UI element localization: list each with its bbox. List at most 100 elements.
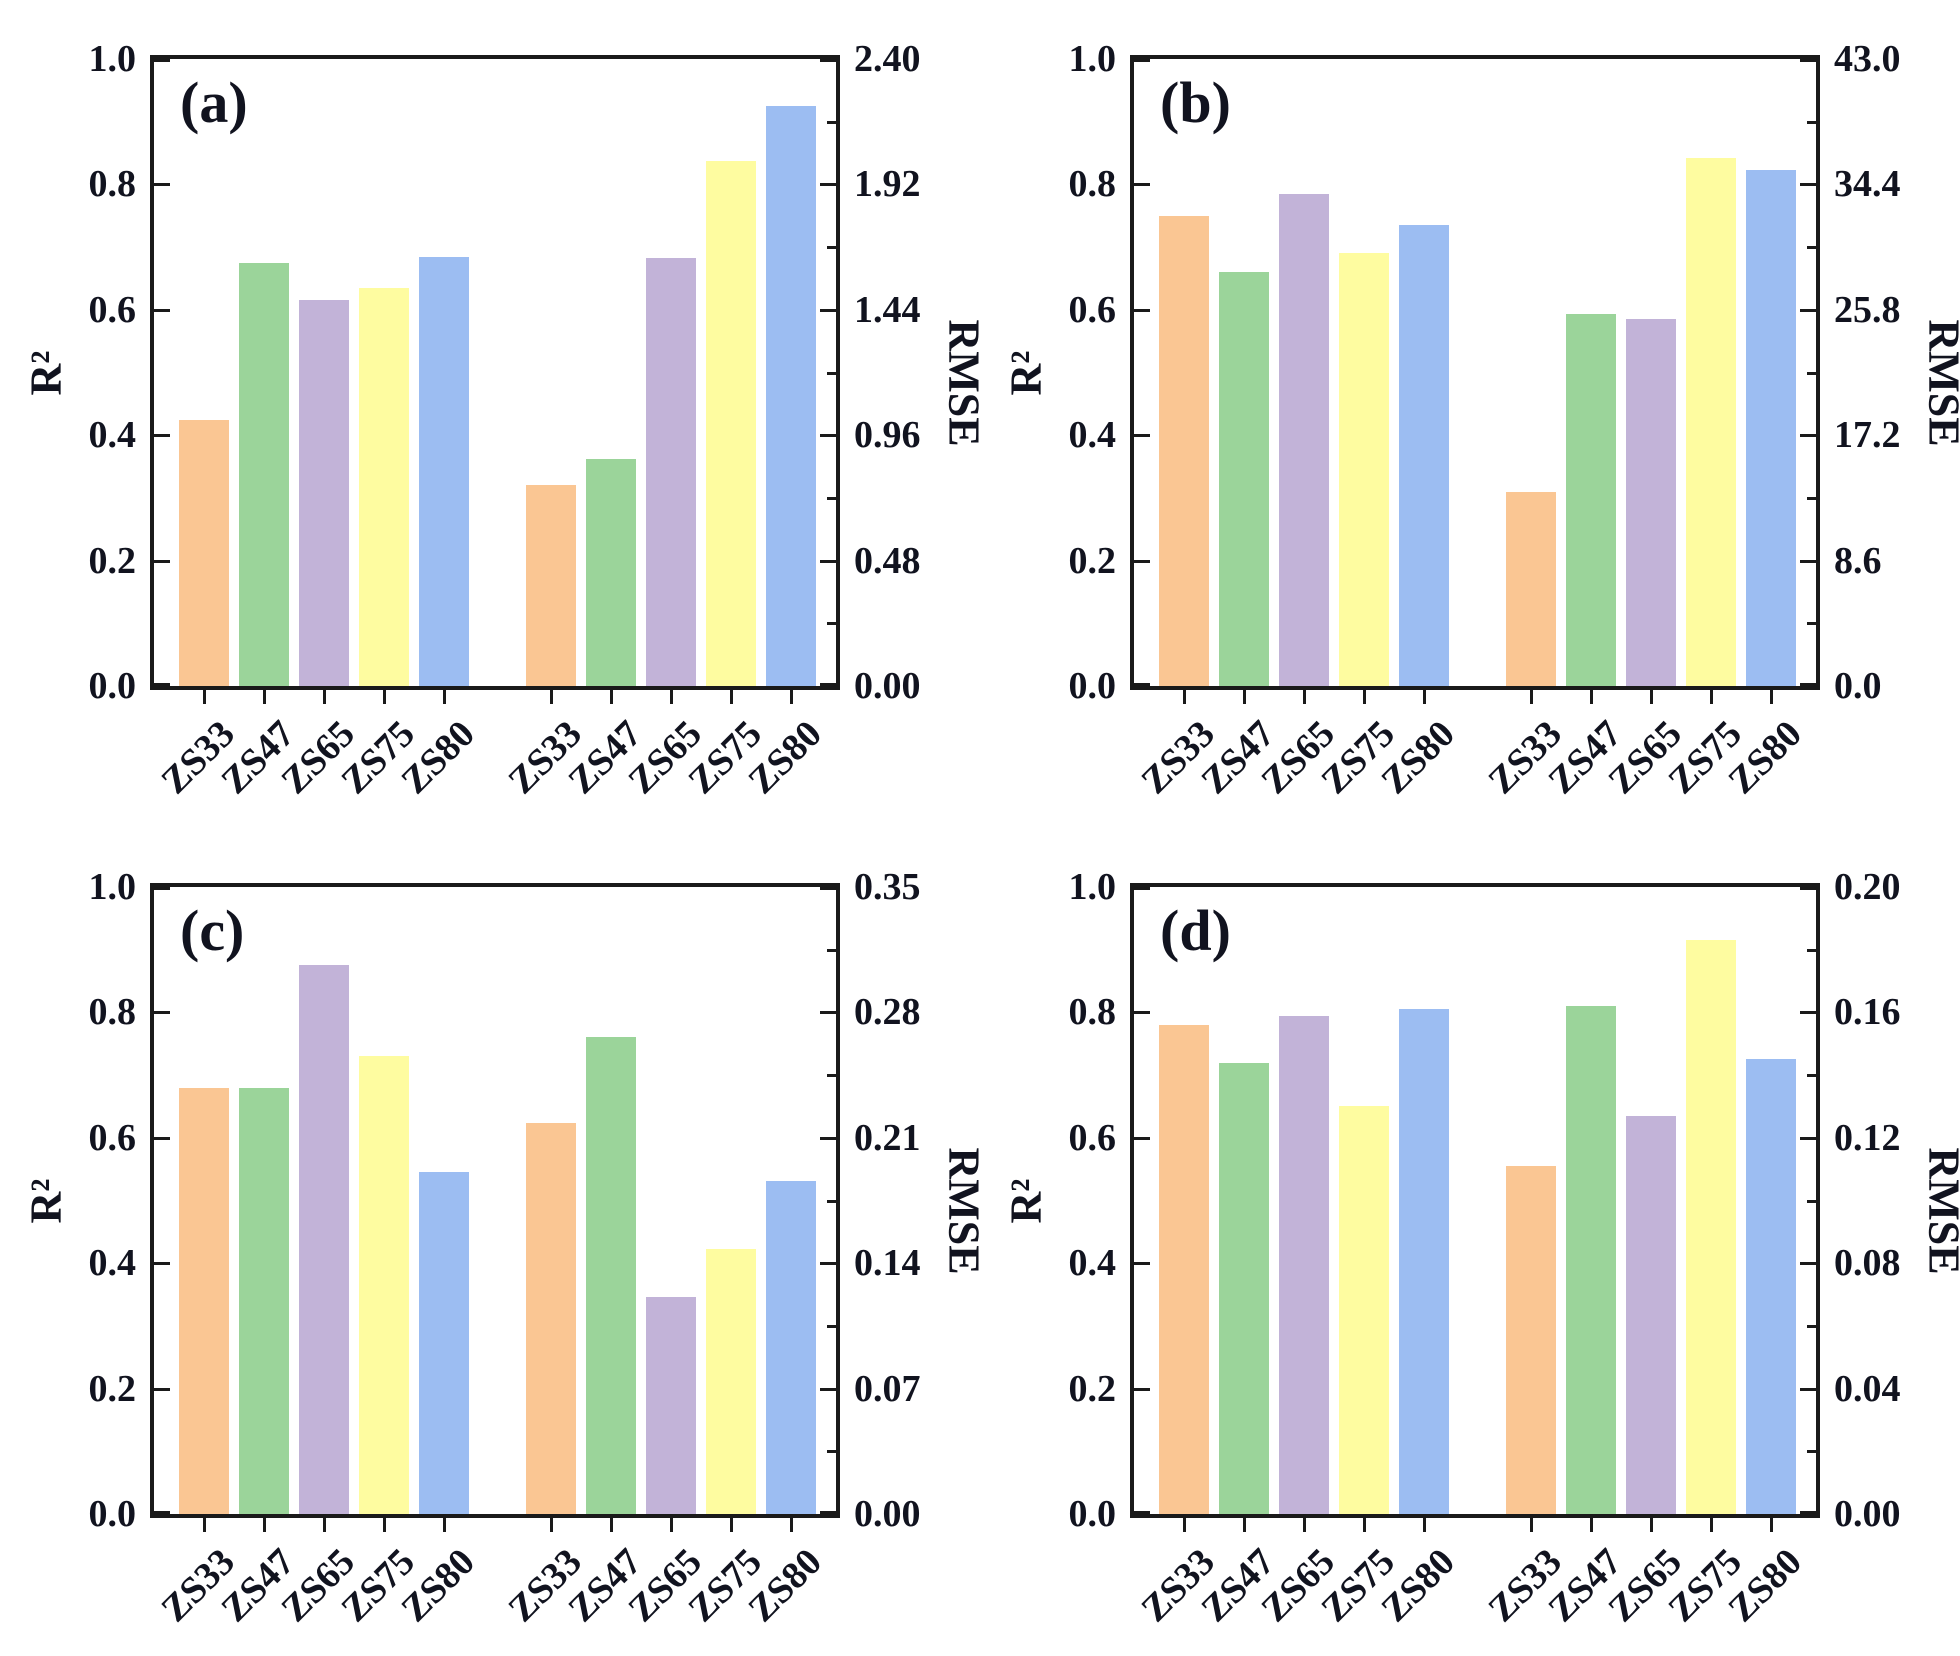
- x-axis-tick-mark: [203, 690, 206, 704]
- left-axis-tick-mark: [154, 1011, 170, 1014]
- x-axis-tick-mark: [263, 1518, 266, 1532]
- left-axis-tick-mark: [1134, 434, 1150, 437]
- bar-a-r2-zs75: [359, 288, 409, 686]
- right-axis-tick-mark: [1800, 1262, 1816, 1265]
- panel-letter: (b): [1160, 69, 1231, 136]
- plot-area: (d): [1130, 883, 1820, 1518]
- right-axis-tick-label: 34.4: [1834, 164, 1954, 204]
- x-axis-tick-mark: [1530, 1518, 1533, 1532]
- bar-d-r2-zs47: [1219, 1063, 1269, 1514]
- right-axis-tick-mark: [1800, 59, 1816, 62]
- x-axis-tick-mark: [1530, 690, 1533, 704]
- plot-area: (b): [1130, 55, 1820, 690]
- bar-b-r2-zs33: [1159, 216, 1209, 686]
- right-axis-tick-mark: [1800, 683, 1816, 686]
- left-axis-tick-mark: [154, 183, 170, 186]
- left-axis-title: R²: [21, 1178, 72, 1223]
- plot-area: (a): [150, 55, 840, 690]
- bar-c-r2-zs33: [179, 1088, 229, 1514]
- bar-b-rmse-zs75: [1686, 158, 1736, 686]
- bar-d-rmse-zs33: [1506, 1166, 1556, 1514]
- x-axis-tick-mark: [1243, 690, 1246, 704]
- x-axis-tick-mark: [263, 690, 266, 704]
- left-axis-tick-mark: [154, 683, 170, 686]
- left-axis-tick-label: 0.2: [0, 1369, 136, 1409]
- left-axis-tick-label: 0.0: [980, 666, 1116, 706]
- right-axis-tick-mark: [820, 1262, 836, 1265]
- right-axis-tick-mark: [820, 434, 836, 437]
- right-axis-minor-tick-mark: [827, 497, 836, 500]
- right-axis-tick-mark: [820, 560, 836, 563]
- bar-d-r2-zs33: [1159, 1025, 1209, 1514]
- right-axis-tick-mark: [820, 1511, 836, 1514]
- left-axis-tick-label: 0.2: [980, 1369, 1116, 1409]
- bar-a-r2-zs65: [299, 300, 349, 686]
- right-axis-tick-mark: [820, 1388, 836, 1391]
- right-axis-minor-tick-mark: [827, 372, 836, 375]
- left-axis-tick-label: 0.6: [0, 290, 136, 330]
- right-axis-minor-tick-mark: [827, 121, 836, 124]
- bar-d-r2-zs75: [1339, 1106, 1389, 1514]
- left-axis-tick-mark: [1134, 887, 1150, 890]
- right-axis-tick-mark: [820, 309, 836, 312]
- bar-c-r2-zs65: [299, 965, 349, 1514]
- bar-a-r2-zs33: [179, 420, 229, 686]
- right-axis-minor-tick-mark: [1807, 1074, 1816, 1077]
- right-axis-tick-mark: [820, 1011, 836, 1014]
- right-axis-minor-tick-mark: [1807, 1450, 1816, 1453]
- right-axis-tick-mark: [1800, 887, 1816, 890]
- right-axis-tick-label: 0.0: [1834, 666, 1954, 706]
- right-axis-minor-tick-mark: [827, 1200, 836, 1203]
- x-axis-tick-mark: [1423, 690, 1426, 704]
- x-axis-tick-mark: [1770, 690, 1773, 704]
- left-axis-tick-mark: [154, 309, 170, 312]
- right-axis-tick-mark: [1800, 1388, 1816, 1391]
- right-axis-minor-tick-mark: [1807, 246, 1816, 249]
- left-axis-tick-label: 0.4: [0, 415, 136, 455]
- bar-a-r2-zs80: [419, 257, 469, 686]
- bar-a-rmse-zs47: [586, 459, 636, 686]
- left-axis-tick-mark: [154, 1137, 170, 1140]
- right-axis-tick-label: 8.6: [1834, 541, 1954, 581]
- right-axis-minor-tick-mark: [827, 949, 836, 952]
- bar-c-r2-zs80: [419, 1172, 469, 1514]
- bar-d-rmse-zs80: [1746, 1059, 1796, 1514]
- x-axis-tick-mark: [550, 1518, 553, 1532]
- right-axis-tick-mark: [820, 183, 836, 186]
- left-axis-tick-label: 1.0: [0, 867, 136, 907]
- bar-c-rmse-zs65: [646, 1297, 696, 1514]
- bar-d-r2-zs80: [1399, 1009, 1449, 1514]
- right-axis-tick-mark: [820, 683, 836, 686]
- panel-letter: (d): [1160, 897, 1231, 964]
- right-axis-title: RMSE: [1919, 1147, 1960, 1274]
- x-axis-tick-mark: [1650, 1518, 1653, 1532]
- right-axis-tick-mark: [1800, 434, 1816, 437]
- left-axis-tick-label: 0.8: [980, 992, 1116, 1032]
- x-axis-tick-mark: [1770, 1518, 1773, 1532]
- x-axis-tick-mark: [610, 1518, 613, 1532]
- right-axis-tick-label: 0.20: [1834, 867, 1954, 907]
- bar-a-rmse-zs75: [706, 161, 756, 686]
- x-axis-tick-mark: [323, 690, 326, 704]
- right-axis-minor-tick-mark: [1807, 949, 1816, 952]
- x-axis-tick-mark: [550, 690, 553, 704]
- right-axis-tick-label: 0.07: [854, 1369, 974, 1409]
- right-axis-tick-mark: [820, 1137, 836, 1140]
- bar-c-rmse-zs75: [706, 1249, 756, 1514]
- left-axis-title: R²: [1001, 350, 1052, 395]
- left-axis-tick-mark: [154, 434, 170, 437]
- x-axis-tick-mark: [1303, 1518, 1306, 1532]
- left-axis-tick-mark: [154, 1388, 170, 1391]
- left-axis-tick-mark: [1134, 683, 1150, 686]
- bar-b-rmse-zs80: [1746, 170, 1796, 686]
- x-axis-tick-mark: [790, 1518, 793, 1532]
- right-axis-tick-label: 0.04: [1834, 1369, 1954, 1409]
- right-axis-tick-mark: [1800, 1137, 1816, 1140]
- left-axis-tick-label: 1.0: [980, 867, 1116, 907]
- x-axis-tick-mark: [1590, 1518, 1593, 1532]
- left-axis-tick-label: 0.4: [980, 415, 1116, 455]
- x-axis-tick-mark: [730, 690, 733, 704]
- x-axis-tick-mark: [383, 1518, 386, 1532]
